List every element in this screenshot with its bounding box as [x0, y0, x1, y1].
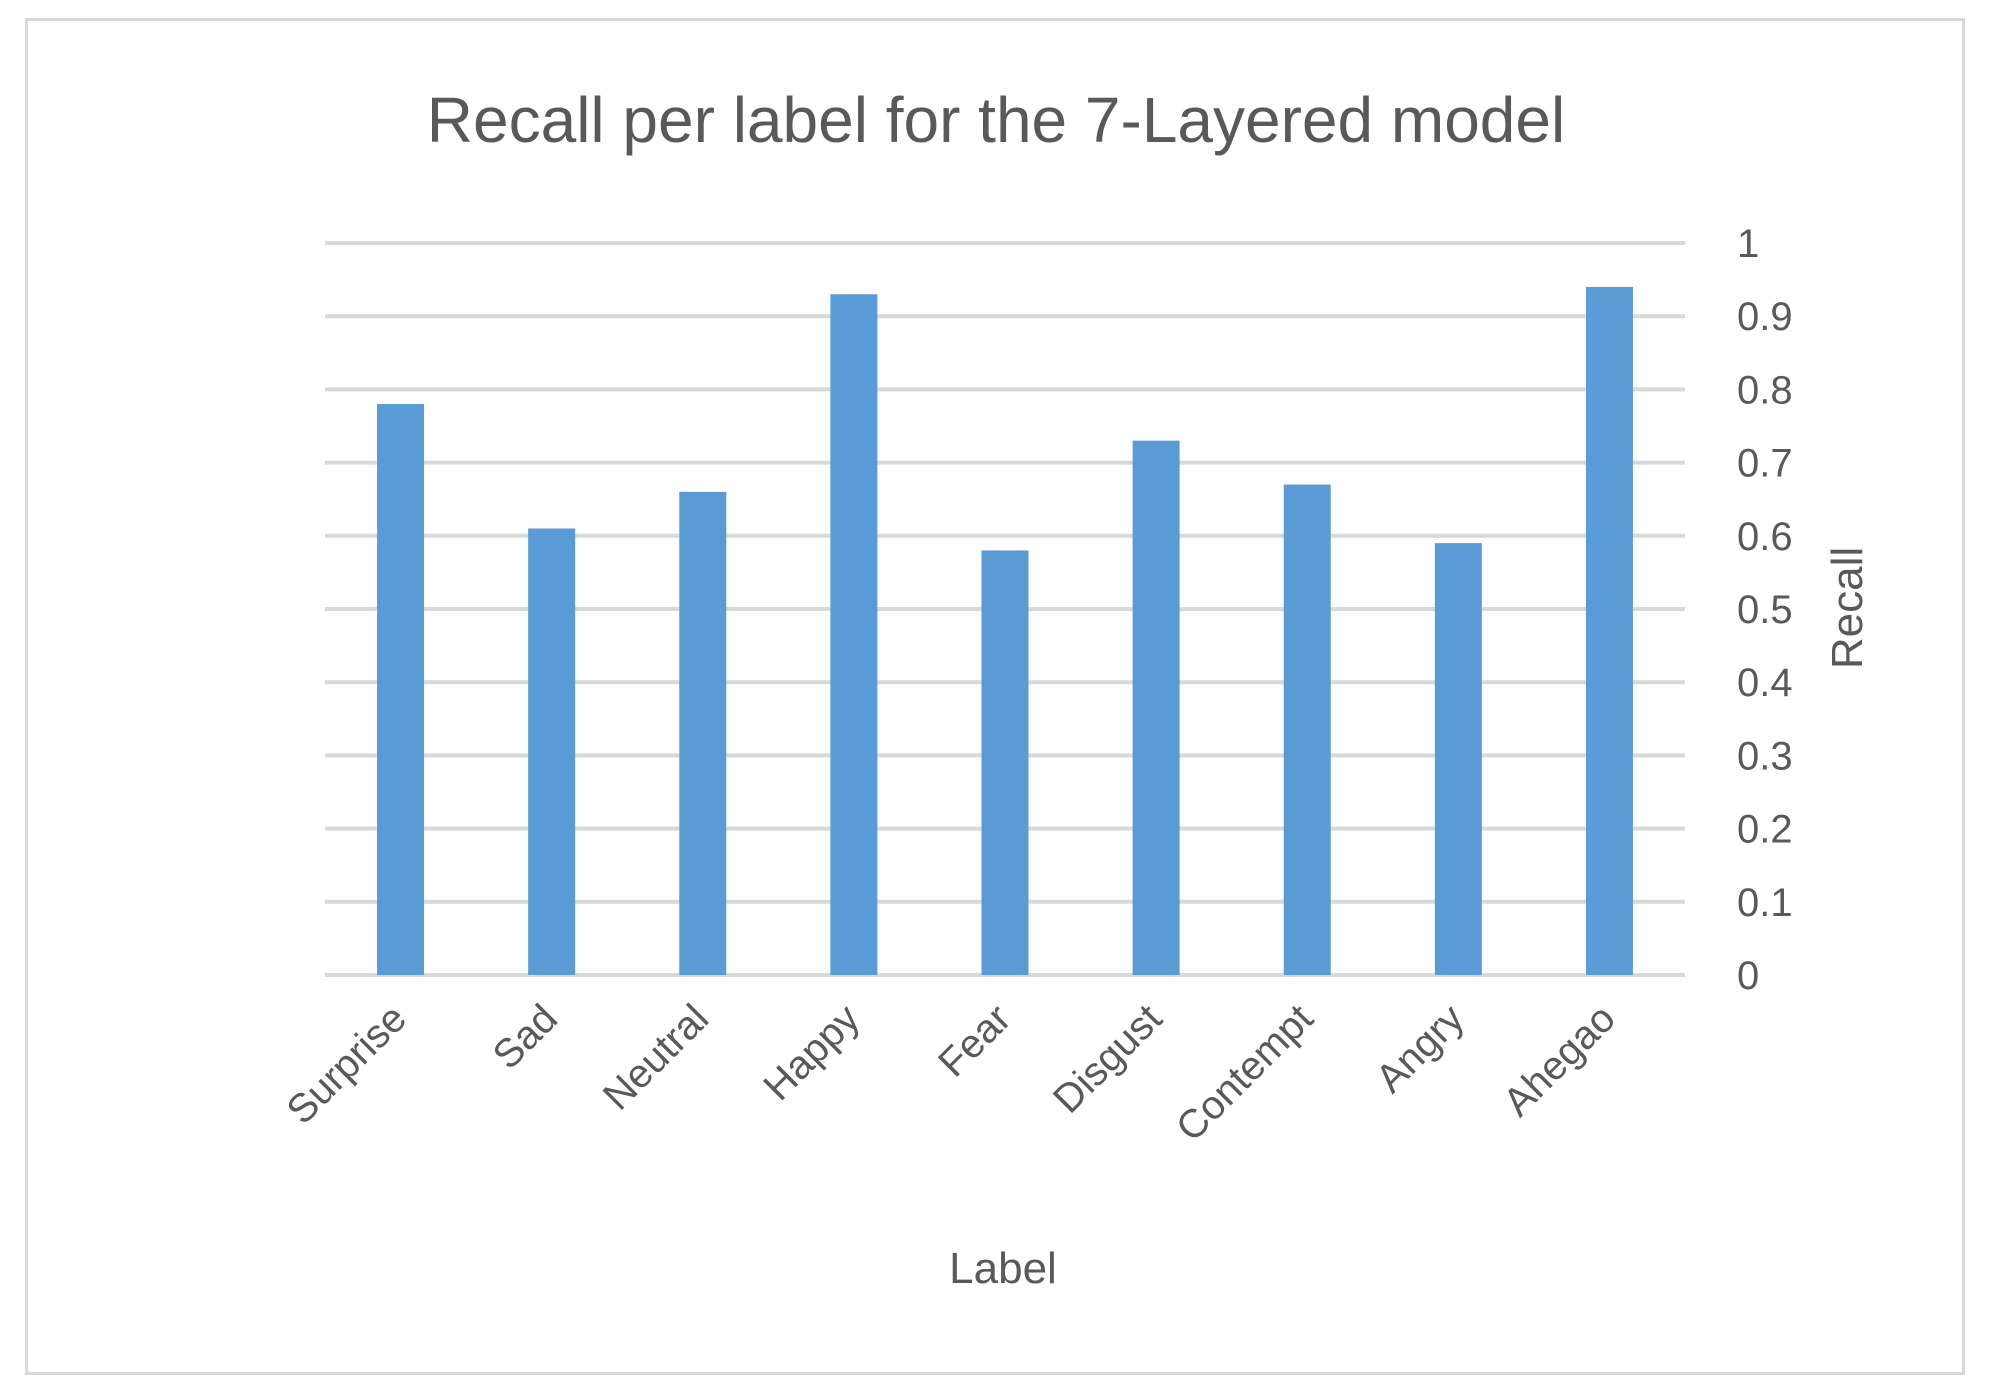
- bar-angry: [1434, 543, 1482, 975]
- bar-contempt: [1283, 484, 1331, 975]
- bar-happy: [830, 294, 878, 975]
- x-tick-label: Neutral: [595, 996, 717, 1118]
- y-tick-label: 0.4: [1737, 661, 1793, 705]
- y-tick-label: 0.5: [1737, 588, 1793, 632]
- y-tick-label: 0.7: [1737, 442, 1793, 486]
- y-tick-label: 0: [1737, 954, 1759, 998]
- y-tick-label: 0.9: [1737, 295, 1793, 339]
- bar-surprise: [377, 404, 425, 975]
- x-tick-label: Surprise: [278, 996, 414, 1132]
- y-axis-label: Recall: [1823, 547, 1872, 669]
- y-tick-label: 0.6: [1737, 515, 1793, 559]
- x-tick-label: Sad: [485, 996, 566, 1077]
- bar-neutral: [679, 491, 727, 975]
- x-tick-label: Fear: [930, 996, 1019, 1085]
- x-tick-label: Angry: [1368, 996, 1473, 1101]
- x-axis-label: Label: [949, 1244, 1057, 1293]
- x-tick-label: Contempt: [1168, 996, 1322, 1150]
- y-tick-label: 0.1: [1737, 881, 1793, 925]
- bars: [377, 286, 1633, 975]
- x-tick-label: Disgust: [1045, 996, 1170, 1121]
- y-tick-label: 0.3: [1737, 734, 1793, 778]
- y-tick-label: 1: [1737, 222, 1759, 266]
- y-tick-label: 0.8: [1737, 368, 1793, 412]
- x-tick-label: Happy: [755, 996, 868, 1109]
- bar-fear: [981, 550, 1029, 975]
- bar-ahegao: [1585, 286, 1633, 975]
- y-tick-label: 0.2: [1737, 808, 1793, 852]
- bar-disgust: [1132, 440, 1180, 975]
- y-tick-labels: 0 0.1 0.2 0.3 0.4 0.5 0.6 0.7 0.8 0.9 1: [1737, 222, 1793, 998]
- chart-title: Recall per label for the 7-Layered model: [427, 84, 1565, 156]
- bar-sad: [528, 528, 576, 975]
- x-tick-labels: Surprise Sad Neutral Happy Fear DisgustContem…: [278, 996, 1623, 1150]
- x-tick-label: Ahegao: [1495, 996, 1624, 1125]
